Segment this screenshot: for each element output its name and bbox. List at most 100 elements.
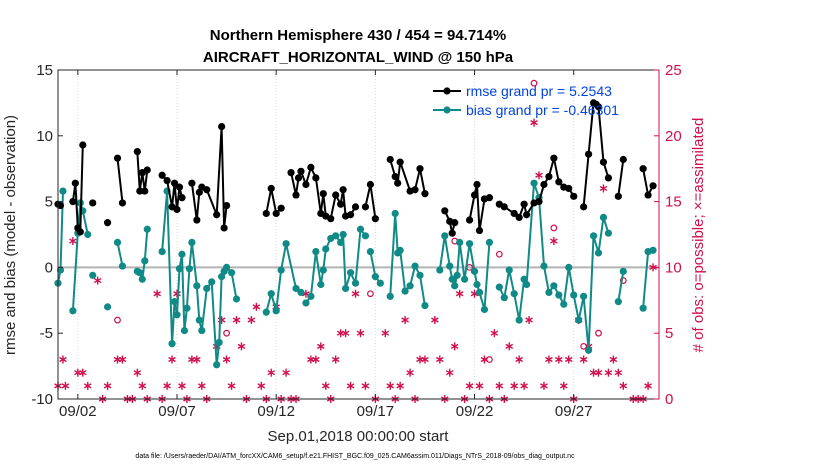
bias-point [411, 262, 419, 270]
rmse-point [515, 213, 523, 221]
assimilated-count-marker [178, 381, 186, 390]
assimilated-count-marker [555, 355, 563, 364]
rmse-line-segment [617, 159, 625, 197]
bias-point [297, 288, 305, 297]
rmse-point [470, 191, 479, 199]
assimilated-count-marker [232, 316, 241, 325]
rmse-line-segment [443, 210, 456, 235]
assimilated-count-marker [69, 237, 77, 246]
bias-point [267, 290, 275, 298]
bias-point [575, 316, 583, 324]
rmse-point [584, 150, 593, 158]
rmse-point [141, 187, 149, 195]
assimilated-count-marker [515, 355, 523, 364]
bias-point [416, 271, 424, 279]
bias-point [292, 284, 300, 293]
bias-point [495, 283, 503, 291]
bias-point [312, 248, 320, 256]
bias-point [272, 307, 280, 315]
bias-point [103, 303, 112, 311]
left-y-tick-label: 5 [45, 194, 53, 211]
rmse-point [292, 191, 300, 199]
bias-point [342, 284, 350, 293]
bias-point [307, 292, 315, 300]
bias-point [505, 266, 513, 274]
rmse-point [535, 198, 543, 206]
rmse-point [218, 122, 226, 131]
bias-point [227, 269, 236, 277]
bias-point [339, 230, 347, 239]
bias-point [639, 304, 647, 312]
bias-point [614, 298, 622, 306]
rmse-point [604, 174, 613, 182]
possible-count-marker [530, 79, 538, 87]
assimilated-count-marker [341, 329, 350, 338]
assimilated-count-marker [450, 342, 459, 351]
bias-point [515, 316, 523, 324]
bias-point [485, 238, 494, 246]
rmse-point [639, 165, 647, 173]
bias-point [565, 263, 573, 271]
assimilated-count-marker [247, 316, 256, 325]
rmse-point [411, 186, 419, 194]
rmse-point [351, 203, 360, 211]
bias-point [540, 262, 548, 270]
bias-point [361, 232, 370, 240]
bias-point [376, 279, 384, 287]
assimilated-count-marker [579, 355, 588, 364]
bias-point [346, 269, 355, 277]
assimilated-count-marker [396, 381, 404, 390]
bias-point [436, 266, 444, 274]
bias-point [453, 271, 461, 279]
rmse-point [594, 103, 603, 111]
bias-point [523, 280, 531, 289]
possible-count-marker [223, 329, 230, 337]
rmse-point [213, 211, 221, 219]
bias-point [470, 267, 479, 275]
assimilated-count-marker [282, 368, 290, 377]
x-tick-label: 09/07 [158, 403, 196, 420]
bias-point [473, 280, 481, 289]
assimilated-count-marker [197, 381, 206, 390]
bias-point [222, 263, 231, 271]
bias-point [322, 245, 330, 253]
assimilated-count-marker [594, 368, 603, 377]
rmse-point [79, 141, 87, 149]
bias-line-segment [617, 271, 625, 302]
rmse-point [312, 174, 320, 182]
y-axis-label-left: rmse and bias (model - observation) [2, 115, 19, 355]
rmse-point [394, 179, 402, 187]
bias-point [138, 275, 146, 283]
assimilated-count-marker [604, 368, 613, 377]
bias-point [215, 338, 223, 347]
bias-point [421, 301, 429, 310]
assimilated-count-marker [431, 316, 439, 325]
bias-point [143, 225, 151, 233]
rmse-point [649, 182, 657, 190]
rmse-point [277, 204, 285, 212]
assimilated-count-marker [78, 368, 87, 377]
x-tick-label: 09/27 [555, 403, 593, 420]
assimilated-count-marker [455, 289, 464, 298]
bias-point [262, 308, 270, 316]
assimilated-count-marker [609, 355, 618, 364]
assimilated-count-marker [312, 355, 320, 364]
y-axis-label-right: # of obs: o=possible; ×=assimilated [690, 118, 707, 353]
rmse-point [267, 184, 275, 193]
assimilated-count-marker [153, 289, 162, 298]
rmse-point [485, 194, 494, 202]
rmse-point [163, 176, 171, 185]
left-y-tick-label: 15 [36, 62, 53, 79]
bias-point [180, 326, 189, 335]
bias-point [371, 273, 379, 281]
bias-point [158, 248, 166, 256]
assimilated-count-marker [495, 381, 504, 390]
bias-point [69, 307, 77, 315]
possible-count-marker [495, 250, 503, 258]
rmse-point [188, 179, 196, 187]
assimilated-count-marker [510, 381, 519, 390]
bias-point [441, 232, 449, 240]
bias-point [141, 257, 149, 265]
rmse-point [69, 198, 77, 206]
